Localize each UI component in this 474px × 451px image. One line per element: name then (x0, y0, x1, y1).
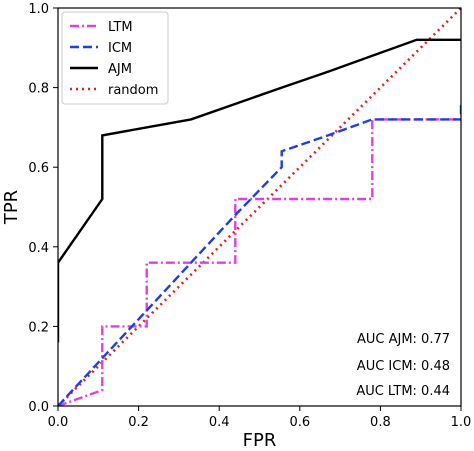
x-tick-label: 0.6 (289, 415, 310, 430)
series-line-random (58, 8, 461, 406)
y-tick-label: 0.4 (28, 241, 49, 256)
legend-label-random: random (108, 83, 158, 98)
series-line-ajm (58, 38, 461, 343)
series-line-icm (58, 103, 461, 406)
x-tick-label: 0.8 (370, 415, 391, 430)
legend: LTM ICM AJM random (61, 11, 169, 105)
y-axis-label: TPR (1, 190, 22, 225)
legend-label-ltm: LTM (108, 20, 133, 35)
legend-label-ajm: AJM (108, 62, 132, 77)
legend-label-icm: ICM (108, 41, 132, 56)
auc-icm-annotation: AUC ICM: 0.48 (357, 359, 450, 374)
auc-ltm-annotation: AUC LTM: 0.44 (356, 384, 450, 399)
legend-box (61, 11, 169, 105)
y-tick-label: 0.0 (28, 400, 49, 415)
y-tick-label: 0.6 (28, 161, 49, 176)
x-tick-label: 0.2 (128, 415, 149, 430)
x-tick-label: 0.0 (48, 415, 69, 430)
y-ticks: 0.0 0.2 0.4 0.6 0.8 1.0 (28, 2, 58, 415)
x-tick-label: 0.4 (209, 415, 230, 430)
y-tick-label: 1.0 (28, 2, 49, 17)
x-axis-label: FPR (243, 430, 277, 451)
plot-frame (57, 7, 462, 407)
x-tick-label: 1.0 (451, 415, 472, 430)
auc-ajm-annotation: AUC AJM: 0.77 (357, 332, 450, 347)
x-ticks: 0.0 0.2 0.4 0.6 0.8 1.0 (48, 406, 472, 430)
y-tick-label: 0.2 (28, 320, 49, 335)
y-tick-label: 0.8 (28, 82, 49, 97)
plot-lines (58, 8, 461, 406)
